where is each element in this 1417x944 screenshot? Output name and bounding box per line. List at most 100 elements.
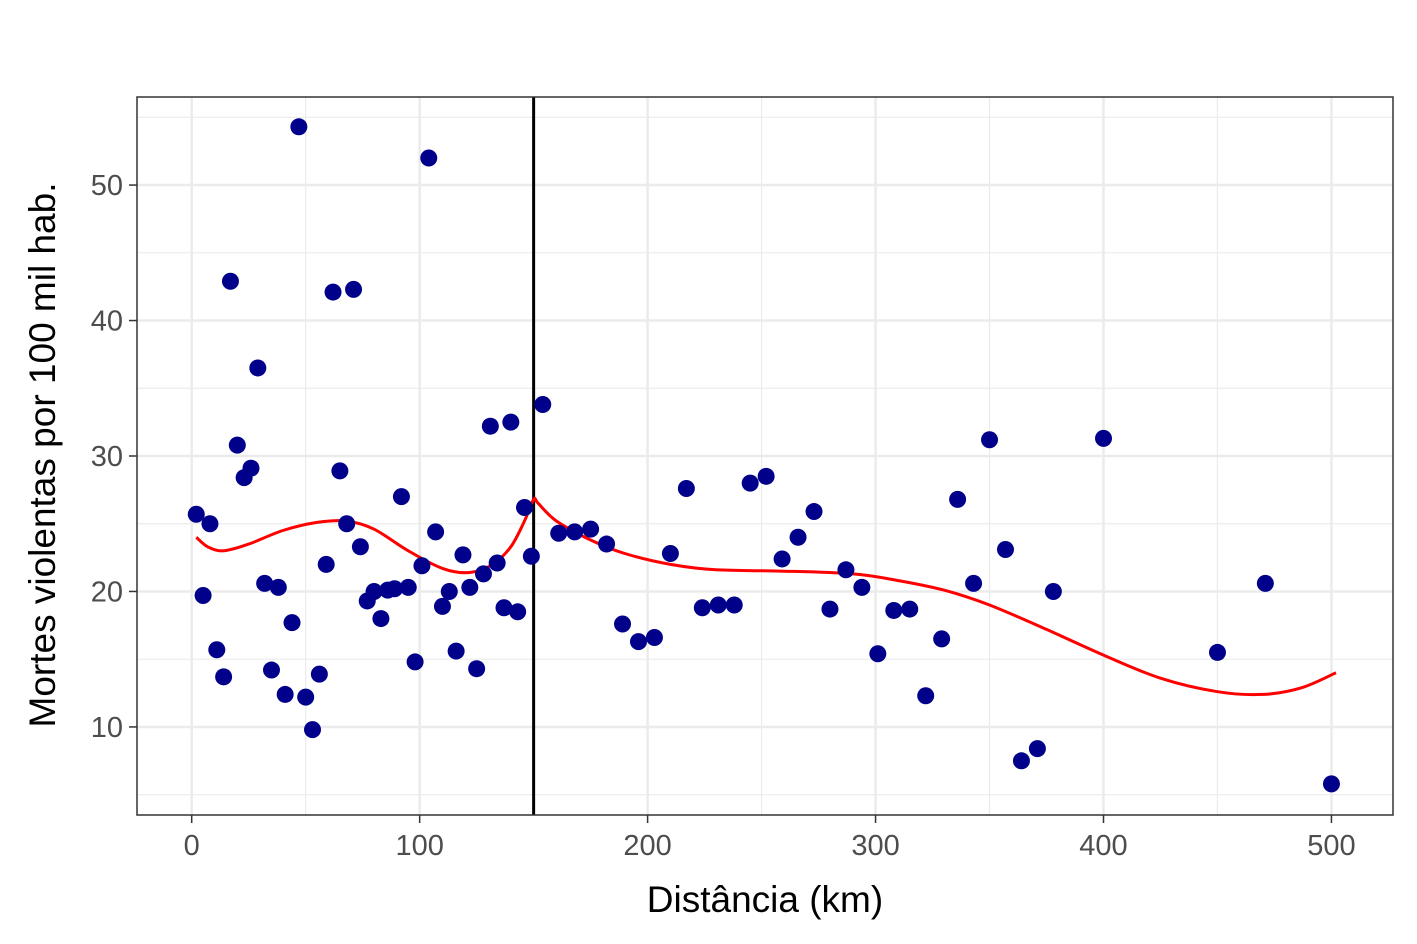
x-tick-label: 300 xyxy=(851,830,899,862)
smooth-curve xyxy=(195,496,1337,697)
data-point xyxy=(981,431,999,449)
data-point xyxy=(297,688,315,706)
data-point xyxy=(582,520,600,538)
data-point xyxy=(661,545,679,563)
data-point xyxy=(440,582,458,600)
data-point xyxy=(372,610,390,628)
data-point xyxy=(534,396,552,414)
data-point xyxy=(725,596,743,614)
data-point xyxy=(454,546,472,564)
data-point xyxy=(1095,429,1113,447)
data-point xyxy=(324,283,342,301)
data-point xyxy=(741,474,759,492)
data-point xyxy=(256,574,274,592)
data-point xyxy=(194,587,212,605)
data-point xyxy=(965,574,983,592)
data-point xyxy=(392,488,410,506)
x-axis-title: Distância (km) xyxy=(647,879,883,920)
data-point xyxy=(566,523,584,541)
data-point xyxy=(805,503,823,521)
y-tick-label: 20 xyxy=(91,576,123,608)
data-point xyxy=(365,582,383,600)
data-point xyxy=(645,629,663,647)
data-point xyxy=(933,630,951,648)
data-point xyxy=(773,550,791,568)
data-point xyxy=(481,417,499,435)
data-point xyxy=(228,436,246,454)
data-point xyxy=(420,149,438,167)
data-point xyxy=(821,600,839,618)
data-point xyxy=(677,480,695,498)
data-point xyxy=(495,599,513,617)
x-tick-label: 500 xyxy=(1307,830,1355,862)
data-point xyxy=(262,661,280,679)
data-point xyxy=(345,280,363,298)
data-point xyxy=(709,596,727,614)
data-point xyxy=(789,528,807,546)
x-tick-label: 100 xyxy=(395,830,443,862)
data-point xyxy=(1044,582,1062,600)
data-point xyxy=(1028,740,1046,758)
data-point xyxy=(406,653,424,671)
data-point xyxy=(433,597,451,615)
data-point xyxy=(187,505,205,523)
x-axis: 0 100 200 300 400 500 xyxy=(184,815,1356,862)
data-point xyxy=(1322,775,1340,793)
data-point xyxy=(693,599,711,617)
data-point xyxy=(276,685,294,703)
data-point xyxy=(461,578,479,596)
data-point xyxy=(351,538,369,556)
data-point xyxy=(869,645,887,663)
data-point xyxy=(522,547,540,565)
data-point xyxy=(249,359,267,377)
y-axis-title: Mortes violentas por 100 mil hab. xyxy=(22,183,63,728)
data-point xyxy=(215,668,233,686)
data-point xyxy=(614,615,632,633)
data-point xyxy=(996,540,1014,558)
data-points xyxy=(187,118,1340,793)
data-point xyxy=(488,554,506,572)
data-point xyxy=(837,561,855,579)
data-point xyxy=(338,515,356,533)
data-point xyxy=(885,601,903,619)
data-point xyxy=(290,118,308,136)
data-point xyxy=(629,633,647,651)
data-point xyxy=(901,600,919,618)
y-tick-label: 50 xyxy=(91,170,123,202)
data-point xyxy=(502,413,520,431)
data-point xyxy=(242,459,260,477)
data-point xyxy=(1208,643,1226,661)
data-point xyxy=(386,580,404,598)
data-point xyxy=(317,555,335,573)
data-point xyxy=(427,523,445,541)
data-point xyxy=(468,660,486,678)
y-axis: 10 20 30 40 50 xyxy=(91,170,137,744)
data-point xyxy=(283,614,301,632)
x-tick-label: 0 xyxy=(184,830,200,862)
data-point xyxy=(509,603,527,621)
data-point xyxy=(917,687,935,705)
data-point xyxy=(399,578,417,596)
data-point xyxy=(853,578,871,596)
data-point xyxy=(304,721,322,739)
x-tick-label: 400 xyxy=(1079,830,1127,862)
data-point xyxy=(208,641,226,659)
data-point xyxy=(413,557,431,575)
data-point xyxy=(474,565,492,583)
x-tick-label: 200 xyxy=(623,830,671,862)
data-point xyxy=(598,535,616,553)
data-point xyxy=(310,665,328,683)
data-point xyxy=(221,272,239,290)
data-point xyxy=(757,467,775,485)
y-tick-label: 30 xyxy=(91,441,123,473)
data-point xyxy=(949,490,967,508)
data-point xyxy=(201,515,219,533)
data-point xyxy=(1256,574,1274,592)
y-tick-label: 10 xyxy=(91,712,123,744)
plot-panel xyxy=(136,96,1394,816)
data-point xyxy=(447,642,465,660)
data-point xyxy=(331,462,349,480)
data-point xyxy=(516,498,534,516)
data-point xyxy=(269,578,287,596)
